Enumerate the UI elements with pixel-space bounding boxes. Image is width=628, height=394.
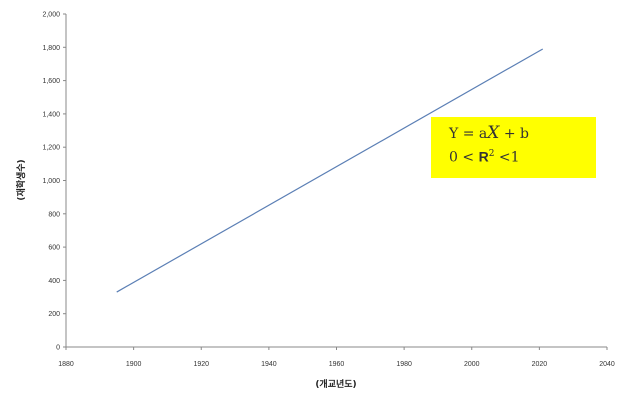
x-tick-label: 2020: [532, 361, 548, 368]
eq-one: 1: [510, 149, 520, 166]
eq-y-symbol: Y: [449, 126, 459, 142]
x-axis-ticks: 1880 1900 1920 1940 1960 1980 2000 2020 2040: [58, 347, 615, 368]
y-tick-label: 200: [48, 311, 60, 318]
x-tick-label: 2000: [464, 361, 480, 368]
eq-less-than-2: <: [498, 149, 511, 166]
y-tick-label: 600: [48, 245, 60, 252]
equation-box: Y = aX + b 0 < R2 <1: [431, 117, 596, 178]
eq-x-symbol: X: [487, 123, 500, 143]
eq-zero: 0: [449, 149, 458, 166]
y-tick-label: 1,600: [42, 78, 60, 85]
y-tick-label: 1,000: [42, 178, 60, 185]
x-tick-label: 1920: [193, 361, 209, 368]
eq-a-symbol: a: [478, 126, 488, 142]
y-axis-title: (재학생수): [15, 159, 27, 200]
plot-area: [116, 48, 544, 293]
y-tick-label: 0: [56, 345, 60, 352]
eq-b-symbol: b: [520, 126, 529, 142]
x-tick-label: 2040: [599, 361, 615, 368]
y-tick-label: 800: [48, 211, 60, 218]
y-tick-label: 2,000: [42, 12, 60, 19]
eq-less-than-1: <: [462, 149, 475, 166]
equation-line-1: Y = aX + b: [449, 123, 596, 144]
eq-r-symbol: R: [478, 148, 489, 165]
x-tick-label: 1940: [261, 361, 277, 368]
eq-r-exponent: 2: [488, 149, 495, 159]
series-line: [116, 48, 544, 293]
y-tick-label: 1,400: [42, 111, 60, 118]
x-tick-label: 1960: [329, 361, 345, 368]
x-tick-label: 1980: [396, 361, 412, 368]
x-axis-title: (개교년도): [315, 378, 356, 390]
eq-equals: =: [462, 126, 475, 142]
y-axis-ticks: 0 200 400 600 800 1,000 1,200 1,400 1,600 1,800 2,…: [42, 12, 66, 352]
y-tick-label: 400: [48, 278, 60, 285]
equation-line-2: 0 < R2 <1: [449, 144, 596, 168]
y-tick-label: 1,800: [42, 45, 60, 52]
eq-plus: +: [503, 126, 516, 142]
x-tick-label: 1900: [126, 361, 142, 368]
x-tick-label: 1880: [58, 361, 74, 368]
y-tick-label: 1,200: [42, 145, 60, 152]
